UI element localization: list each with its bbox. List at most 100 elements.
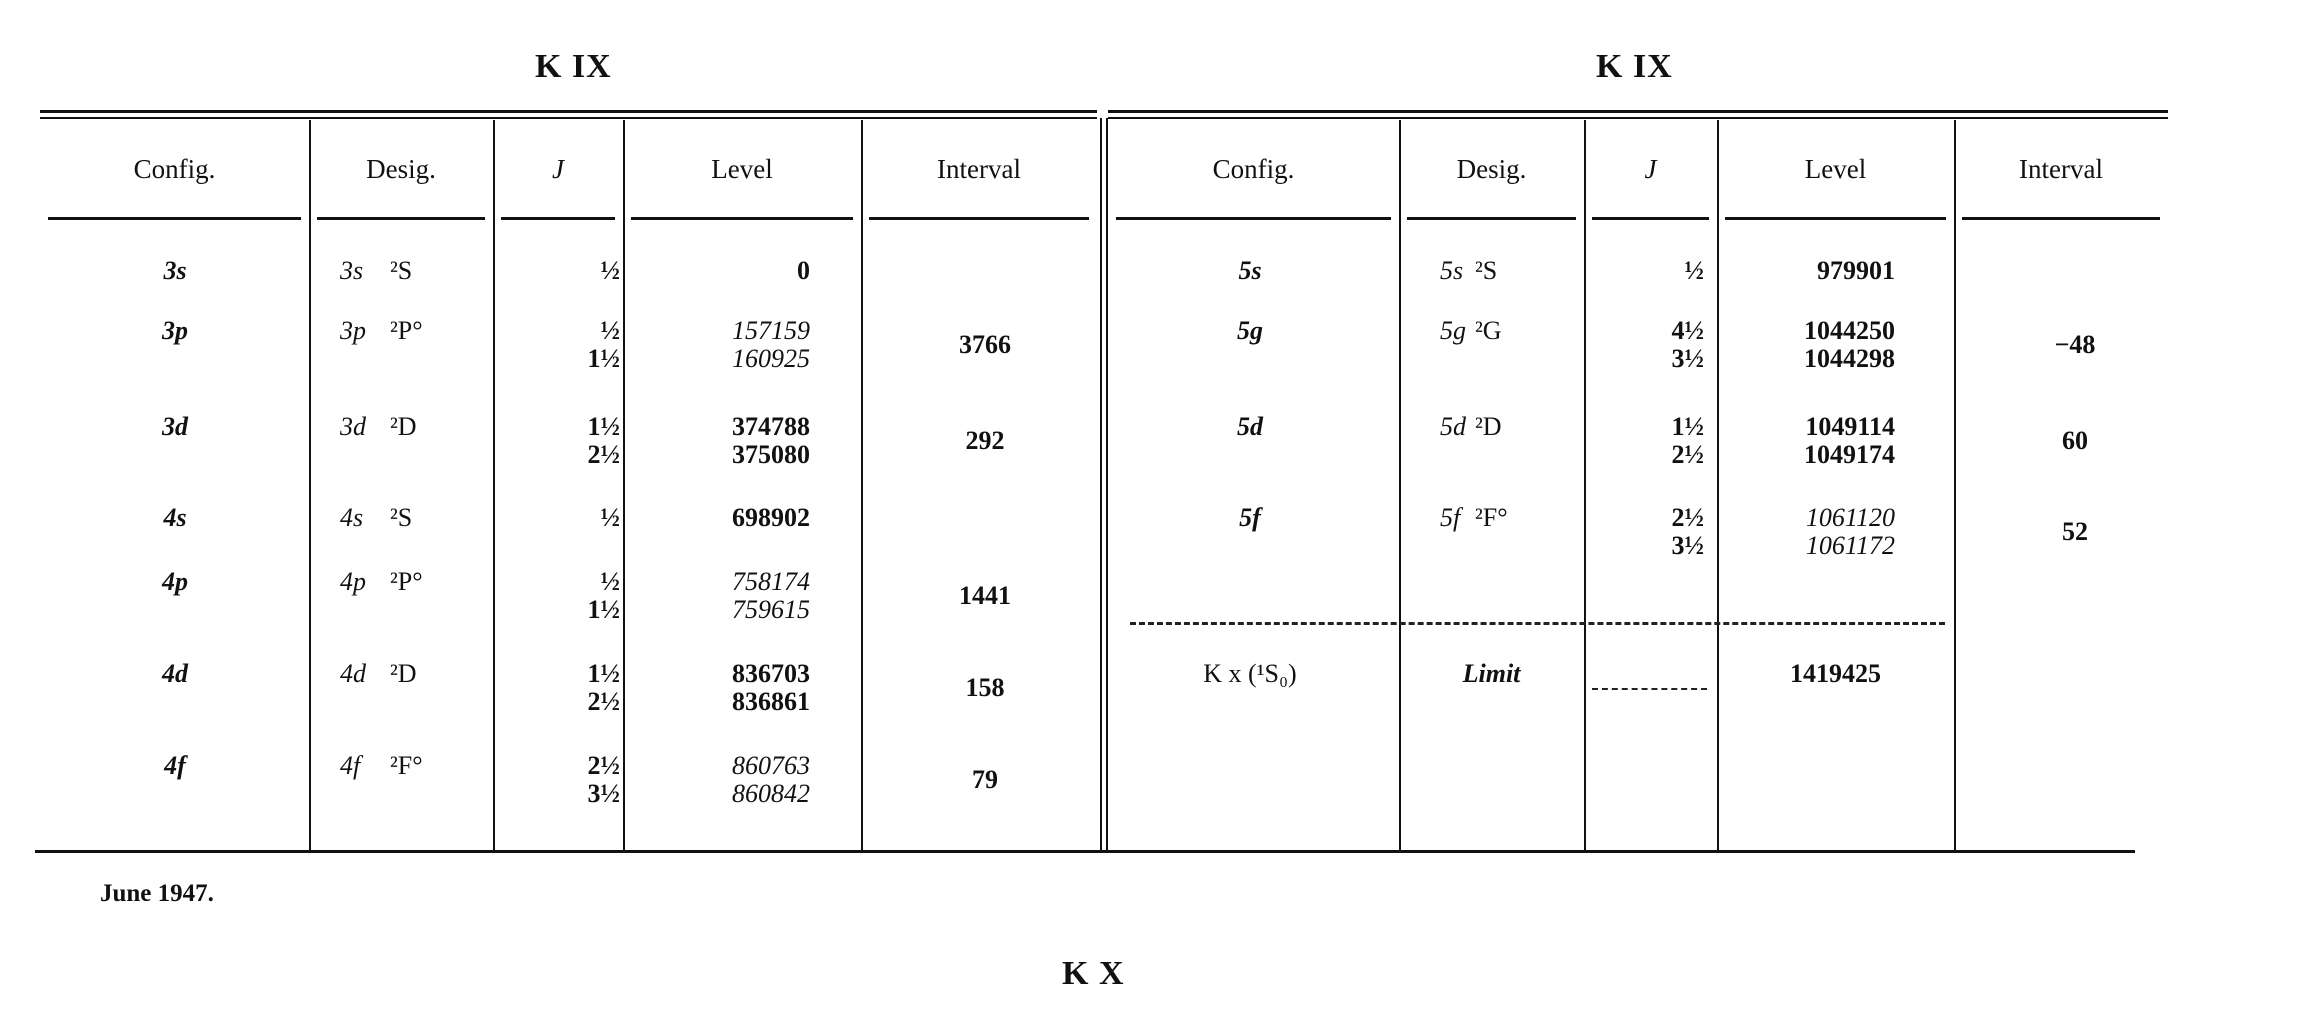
config-cell: 5f (1239, 503, 1261, 532)
j-value: 1½ (587, 344, 621, 373)
level-value: 0 (797, 256, 810, 285)
column-divider (1399, 120, 1401, 850)
interval-value: 292 (965, 426, 1005, 455)
term-symbol: ²S (390, 503, 413, 532)
column-divider (309, 120, 311, 850)
column-divider (623, 120, 625, 850)
column-header-config: Config. (133, 154, 216, 184)
level-value: 860763 (732, 751, 810, 780)
config-cell: 5d (1237, 412, 1263, 441)
header-rule (869, 217, 1089, 220)
column-header-interval: Interval (2019, 154, 2103, 184)
j-value: 1½ (587, 412, 621, 441)
top-rule (1108, 117, 2168, 119)
column-header-interval: Interval (937, 154, 1021, 184)
j-value: 1½ (587, 659, 621, 688)
level-value: 157159 (732, 316, 810, 345)
level-value: 1044250 (1804, 316, 1895, 345)
table-separator (1106, 118, 1108, 850)
column-divider (493, 120, 495, 850)
header-rule (317, 217, 485, 220)
header-rule (1592, 217, 1709, 220)
top-rule (40, 110, 1097, 113)
desig-config: 5s (1440, 256, 1464, 285)
dashed-separator (1130, 622, 1945, 625)
term-symbol: ²S (1475, 256, 1498, 285)
column-header-config: Config. (1212, 154, 1295, 184)
limit-config: K x (¹S₀) (1203, 659, 1297, 688)
level-value: 160925 (732, 344, 810, 373)
config-cell: 4p (162, 567, 188, 596)
j-value: 2½ (587, 687, 621, 716)
j-value: 2½ (587, 751, 621, 780)
column-header-desig: Desig. (366, 154, 436, 184)
j-dash-placeholder (1592, 688, 1707, 690)
date-note: June 1947. (100, 880, 214, 907)
level-value: 860842 (732, 779, 810, 808)
config-cell: 3s (163, 256, 187, 285)
header-rule (501, 217, 615, 220)
term-symbol: ²F° (1475, 503, 1508, 532)
column-divider (1717, 120, 1719, 850)
j-value: ½ (600, 567, 621, 596)
term-symbol: ²P° (390, 316, 423, 345)
limit-level: 1419425 (1790, 659, 1881, 688)
term-symbol: ²S (390, 256, 413, 285)
level-value: 1049174 (1804, 440, 1895, 469)
level-value: 1044298 (1804, 344, 1895, 373)
j-value: 2½ (1671, 503, 1705, 532)
left-table-title: K IX (535, 48, 612, 85)
j-value: ½ (600, 316, 621, 345)
desig-config: 4f (340, 751, 361, 780)
interval-value: 79 (972, 765, 998, 794)
term-symbol: ²F° (390, 751, 423, 780)
header-rule (1407, 217, 1576, 220)
level-value: 1061120 (1805, 503, 1895, 532)
column-header-level: Level (711, 154, 773, 184)
desig-config: 4d (340, 659, 366, 688)
interval-value: −48 (2054, 330, 2096, 359)
desig-config: 5f (1440, 503, 1461, 532)
level-value: 758174 (732, 567, 810, 596)
header-rule (631, 217, 853, 220)
header-rule (1962, 217, 2160, 220)
level-value: 1061172 (1805, 531, 1895, 560)
desig-config: 5g (1440, 316, 1466, 345)
desig-config: 4s (340, 503, 364, 532)
desig-config: 3d (340, 412, 366, 441)
top-rule (40, 117, 1097, 119)
term-symbol: ²D (390, 412, 417, 441)
term-symbol: ²D (390, 659, 417, 688)
config-cell: 4s (163, 503, 187, 532)
column-header-level: Level (1804, 154, 1867, 184)
term-symbol: ²P° (390, 567, 423, 596)
column-header-j: J (1644, 154, 1657, 184)
interval-value: 3766 (959, 330, 1011, 359)
level-value: 374788 (732, 412, 810, 441)
config-cell: 4d (162, 659, 188, 688)
config-cell: 4f (164, 751, 186, 780)
next-section-title: K X (1062, 955, 1125, 992)
config-cell: 3d (162, 412, 188, 441)
top-rule (1108, 110, 2168, 113)
j-value: 2½ (587, 440, 621, 469)
config-cell: 5s (1238, 256, 1262, 285)
interval-value: 60 (2062, 426, 2088, 455)
header-rule (1116, 217, 1391, 220)
j-value: 4½ (1671, 316, 1705, 345)
limit-label: Limit (1462, 659, 1521, 688)
term-symbol: ²D (1475, 412, 1502, 441)
desig-config: 3s (340, 256, 364, 285)
j-value: 3½ (587, 779, 621, 808)
config-cell: 5g (1237, 316, 1263, 345)
level-value: 979901 (1817, 256, 1895, 285)
desig-config: 3p (340, 316, 366, 345)
column-header-j: J (552, 154, 564, 184)
config-cell: 3p (162, 316, 188, 345)
level-value: 836703 (732, 659, 810, 688)
header-rule (48, 217, 301, 220)
j-value: 1½ (587, 595, 621, 624)
j-value: ½ (600, 256, 621, 285)
column-divider (861, 120, 863, 850)
level-value: 698902 (732, 503, 810, 532)
